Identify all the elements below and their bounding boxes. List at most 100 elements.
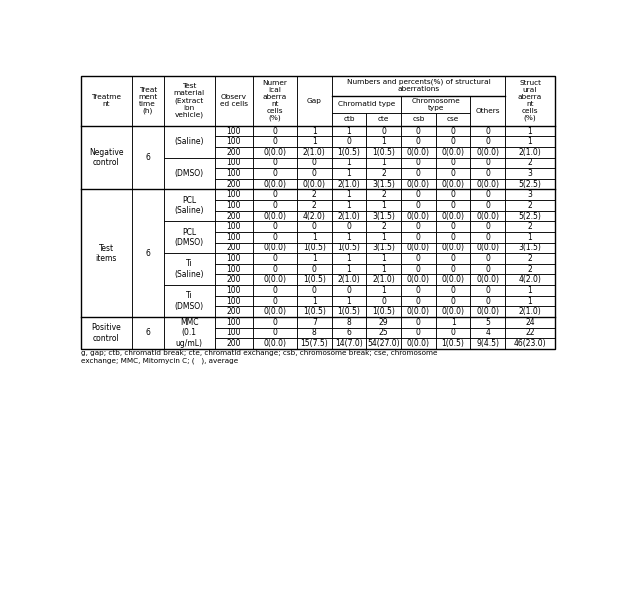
- Text: 0: 0: [273, 254, 277, 263]
- Bar: [436, 243, 471, 253]
- Text: 100: 100: [227, 191, 241, 199]
- Text: Negative
control: Negative control: [89, 148, 123, 168]
- Text: 0: 0: [273, 159, 277, 168]
- Bar: [297, 296, 332, 306]
- Text: 0: 0: [416, 233, 421, 242]
- Text: 0(0.0): 0(0.0): [441, 307, 464, 316]
- Bar: [401, 253, 436, 264]
- Bar: [401, 200, 436, 211]
- Bar: [297, 243, 332, 253]
- Text: 46(23.0): 46(23.0): [514, 339, 546, 348]
- Text: 0: 0: [485, 286, 490, 295]
- Bar: [215, 285, 253, 296]
- Text: 1: 1: [528, 286, 533, 295]
- Bar: [401, 232, 436, 243]
- Text: 0: 0: [485, 296, 490, 306]
- Bar: [297, 306, 332, 317]
- Bar: [366, 189, 401, 200]
- Text: 0: 0: [451, 201, 456, 210]
- Text: 0: 0: [451, 137, 456, 146]
- Bar: [505, 147, 555, 158]
- Text: (Saline): (Saline): [175, 137, 204, 146]
- Bar: [332, 285, 366, 296]
- Bar: [253, 285, 297, 296]
- Text: 8: 8: [312, 329, 317, 338]
- Text: 0(0.0): 0(0.0): [476, 243, 499, 252]
- Text: 2(1.0): 2(1.0): [338, 180, 360, 189]
- Text: 1: 1: [347, 233, 352, 242]
- Bar: [401, 317, 436, 328]
- Bar: [436, 232, 471, 243]
- Bar: [253, 158, 297, 168]
- Text: 0(0.0): 0(0.0): [407, 275, 430, 284]
- Bar: [505, 76, 555, 126]
- Bar: [332, 147, 366, 158]
- Text: 0: 0: [416, 296, 421, 306]
- Text: 2: 2: [528, 222, 533, 231]
- Bar: [215, 232, 253, 243]
- Bar: [332, 179, 366, 189]
- Text: 200: 200: [227, 275, 241, 284]
- Bar: [332, 158, 366, 168]
- Text: 5: 5: [485, 318, 490, 327]
- Bar: [215, 189, 253, 200]
- Text: 0: 0: [416, 222, 421, 231]
- Bar: [253, 253, 297, 264]
- Text: Chromatid type: Chromatid type: [338, 101, 395, 107]
- Text: 0: 0: [416, 264, 421, 273]
- Text: g, gap; ctb, chromatid break; cte, chromatid exchange; csb, chromosome break; cs: g, gap; ctb, chromatid break; cte, chrom…: [81, 350, 437, 364]
- Text: 0: 0: [485, 137, 490, 146]
- Text: 0(0.0): 0(0.0): [264, 148, 286, 157]
- Bar: [471, 168, 505, 179]
- Bar: [215, 306, 253, 317]
- Bar: [471, 126, 505, 136]
- Bar: [366, 253, 401, 264]
- Bar: [401, 147, 436, 158]
- Bar: [366, 232, 401, 243]
- Bar: [401, 168, 436, 179]
- Bar: [505, 136, 555, 147]
- Bar: [253, 147, 297, 158]
- Text: 0: 0: [451, 264, 456, 273]
- Bar: [401, 96, 471, 113]
- Text: 0: 0: [485, 159, 490, 168]
- Text: 1: 1: [381, 264, 386, 273]
- Bar: [297, 328, 332, 338]
- Bar: [366, 328, 401, 338]
- Text: 1: 1: [347, 254, 352, 263]
- Text: 0: 0: [347, 137, 352, 146]
- Bar: [401, 243, 436, 253]
- Bar: [471, 158, 505, 168]
- Bar: [401, 338, 436, 349]
- Text: 0: 0: [312, 222, 317, 231]
- Text: 1: 1: [381, 137, 386, 146]
- Text: 100: 100: [227, 137, 241, 146]
- Bar: [215, 296, 253, 306]
- Text: 0: 0: [312, 264, 317, 273]
- Text: 0(0.0): 0(0.0): [264, 212, 286, 221]
- Text: cte: cte: [378, 116, 389, 122]
- Text: 0: 0: [451, 296, 456, 306]
- Bar: [436, 253, 471, 264]
- Text: 0: 0: [273, 286, 277, 295]
- Text: 100: 100: [227, 233, 241, 242]
- Bar: [436, 221, 471, 232]
- Bar: [131, 317, 164, 349]
- Text: 1(0.5): 1(0.5): [337, 243, 360, 252]
- Text: 0: 0: [273, 191, 277, 199]
- Text: Observ
ed cells: Observ ed cells: [220, 94, 248, 107]
- Bar: [332, 338, 366, 349]
- Bar: [332, 296, 366, 306]
- Text: 0(0.0): 0(0.0): [264, 339, 286, 348]
- Text: 0(0.0): 0(0.0): [264, 243, 286, 252]
- Text: 1: 1: [381, 286, 386, 295]
- Text: 6: 6: [347, 329, 352, 338]
- Text: 0: 0: [273, 264, 277, 273]
- Bar: [253, 264, 297, 275]
- Text: 1: 1: [528, 296, 533, 306]
- Bar: [253, 168, 297, 179]
- Text: 0(0.0): 0(0.0): [303, 180, 326, 189]
- Text: 4: 4: [485, 329, 490, 338]
- Text: 0: 0: [273, 137, 277, 146]
- Bar: [297, 264, 332, 275]
